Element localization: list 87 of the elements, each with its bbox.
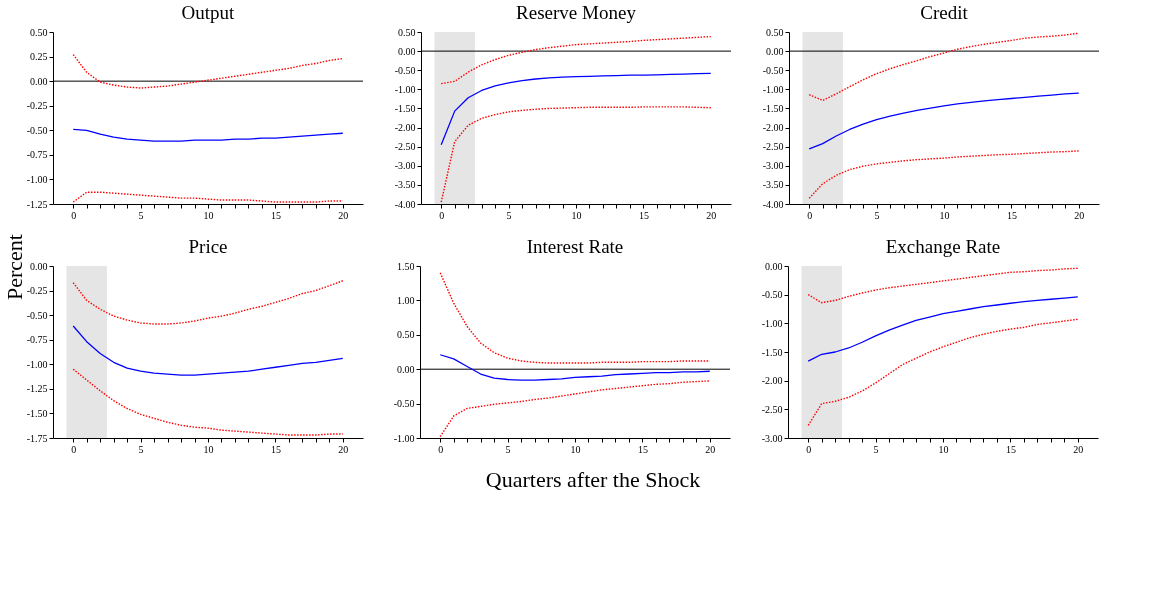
chart-title: Output bbox=[181, 2, 236, 23]
y-tick-label: -1.25 bbox=[26, 198, 48, 210]
y-tick-label: 1.00 bbox=[397, 294, 415, 306]
y-tick-label: -0.25 bbox=[26, 285, 48, 297]
y-tick-label: 0.50 bbox=[397, 329, 415, 341]
x-tick-label: 0 bbox=[71, 443, 77, 455]
y-tick-label: -0.50 bbox=[26, 309, 48, 321]
x-tick-label: 15 bbox=[1005, 443, 1016, 455]
chart-title: Credit bbox=[920, 2, 969, 23]
x-tick-label: 15 bbox=[1006, 209, 1017, 221]
x-tick-label: 5 bbox=[138, 443, 144, 455]
y-tick-label: -1.00 bbox=[761, 317, 783, 329]
y-tick-label: -0.25 bbox=[26, 100, 48, 112]
y-tick-label: -2.00 bbox=[394, 122, 416, 134]
chart-title: Interest Rate bbox=[526, 236, 624, 257]
y-tick-label: -3.50 bbox=[762, 179, 784, 191]
y-tick-label: -0.50 bbox=[394, 64, 416, 76]
x-tick-label: 5 bbox=[505, 443, 511, 455]
x-tick-label: 20 bbox=[338, 209, 349, 221]
y-tick-label: -1.50 bbox=[761, 346, 783, 358]
y-tick-label: -2.50 bbox=[762, 141, 784, 153]
y-tick-label: 0.00 bbox=[765, 260, 783, 272]
x-tick-label: 15 bbox=[637, 443, 648, 455]
y-tick-label: 0.25 bbox=[30, 51, 48, 63]
x-tick-label: 10 bbox=[571, 209, 582, 221]
y-tick-label: -1.00 bbox=[394, 83, 416, 95]
x-tick-label: 0 bbox=[807, 209, 813, 221]
x-tick-label: 10 bbox=[203, 443, 214, 455]
y-tick-label: -1.50 bbox=[394, 102, 416, 114]
y-tick-label: -2.50 bbox=[394, 141, 416, 153]
chart-title: Exchange Rate bbox=[885, 236, 1001, 257]
y-tick-label: -2.00 bbox=[761, 375, 783, 387]
y-tick-label: -1.50 bbox=[26, 407, 48, 419]
y-tick-label: -1.00 bbox=[762, 83, 784, 95]
y-tick-label: -1.25 bbox=[26, 383, 48, 395]
y-tick-label: -3.00 bbox=[762, 160, 784, 172]
x-tick-label: 0 bbox=[71, 209, 77, 221]
x-tick-label: 20 bbox=[1073, 443, 1084, 455]
y-tick-label: 1.50 bbox=[397, 260, 415, 272]
y-tick-label: 0.50 bbox=[766, 26, 784, 38]
x-tick-label: 20 bbox=[338, 443, 349, 455]
y-tick-label: -0.75 bbox=[26, 334, 48, 346]
x-axis-title: Quarters after the Shock bbox=[485, 467, 701, 492]
y-tick-label: 0.00 bbox=[30, 260, 48, 272]
x-tick-label: 15 bbox=[270, 209, 281, 221]
x-tick-label: 5 bbox=[138, 209, 144, 221]
y-tick-label: -2.00 bbox=[762, 122, 784, 134]
y-tick-label: -3.50 bbox=[394, 179, 416, 191]
x-tick-label: 15 bbox=[638, 209, 649, 221]
chart-title: Reserve Money bbox=[516, 2, 637, 23]
x-tick-label: 20 bbox=[706, 209, 717, 221]
y-tick-label: 0.50 bbox=[398, 26, 416, 38]
y-tick-label: -4.00 bbox=[762, 198, 784, 210]
y-tick-label: -0.50 bbox=[761, 289, 783, 301]
y-tick-label: -1.50 bbox=[762, 102, 784, 114]
y-tick-label: -3.00 bbox=[394, 160, 416, 172]
y-tick-label: -4.00 bbox=[394, 198, 416, 210]
y-tick-label: 0.00 bbox=[766, 45, 784, 57]
y-tick-label: 0.00 bbox=[30, 75, 48, 87]
y-tick-label: -1.00 bbox=[26, 173, 48, 185]
y-tick-label: 0.00 bbox=[397, 363, 415, 375]
x-tick-label: 10 bbox=[203, 209, 214, 221]
x-tick-label: 5 bbox=[873, 443, 879, 455]
y-tick-label: -0.50 bbox=[393, 398, 415, 410]
x-tick-label: 15 bbox=[270, 443, 281, 455]
y-tick-label: -1.00 bbox=[393, 432, 415, 444]
y-tick-label: -1.75 bbox=[26, 432, 48, 444]
x-tick-label: 10 bbox=[939, 209, 950, 221]
y-tick-label: -0.75 bbox=[26, 149, 48, 161]
y-tick-label: -0.50 bbox=[26, 124, 48, 136]
y-axis-title: Percent bbox=[2, 234, 27, 300]
x-tick-label: 5 bbox=[506, 209, 512, 221]
chart-title: Price bbox=[188, 236, 228, 257]
y-tick-label: 0.00 bbox=[398, 45, 416, 57]
x-tick-label: 10 bbox=[938, 443, 949, 455]
y-tick-label: -0.50 bbox=[762, 64, 784, 76]
y-tick-label: -2.50 bbox=[761, 403, 783, 415]
x-tick-label: 10 bbox=[570, 443, 581, 455]
x-tick-label: 0 bbox=[806, 443, 812, 455]
x-tick-label: 5 bbox=[874, 209, 880, 221]
y-tick-label: 0.50 bbox=[30, 26, 48, 38]
x-tick-label: 20 bbox=[1074, 209, 1085, 221]
y-tick-label: -3.00 bbox=[761, 432, 783, 444]
x-tick-label: 20 bbox=[705, 443, 716, 455]
y-tick-label: -1.00 bbox=[26, 358, 48, 370]
x-tick-label: 0 bbox=[438, 443, 444, 455]
x-tick-label: 0 bbox=[439, 209, 445, 221]
